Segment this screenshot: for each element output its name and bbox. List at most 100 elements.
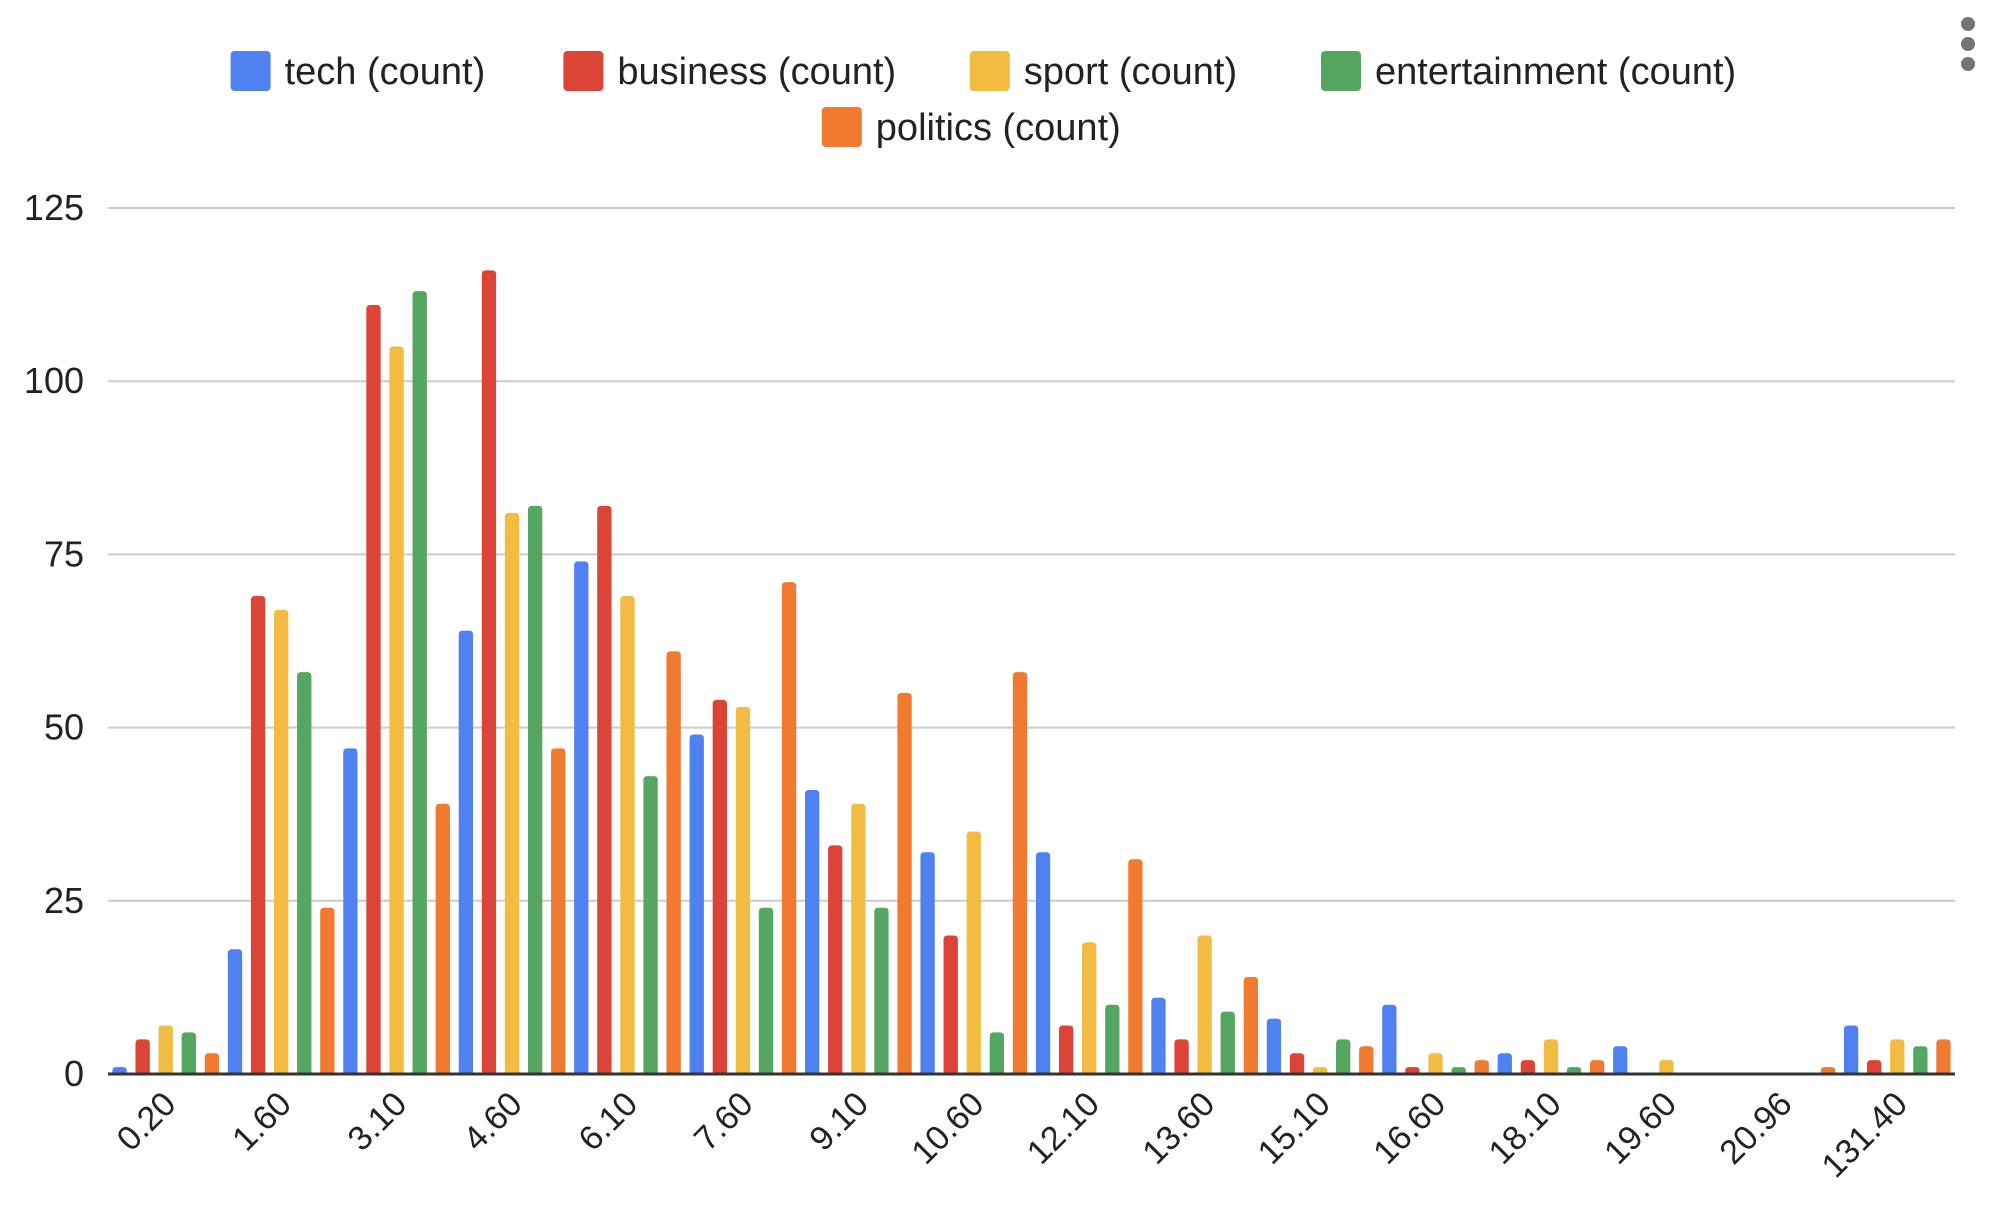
bar-politics-count-1 [320,907,335,1074]
x-tick-label: 1.60 [225,1085,299,1159]
legend-label: sport (count) [1024,51,1237,93]
bar-business-count-12 [1520,1060,1536,1074]
x-tick-label: 19.60 [1597,1085,1684,1172]
bar-sport-count-13 [1659,1060,1674,1074]
bar-entertainment-count-11 [1451,1067,1466,1074]
bar-politics-count-9 [1243,977,1258,1074]
bar-tech-count-13 [1613,1046,1628,1074]
x-tick-label: 12.10 [1020,1085,1107,1172]
bar-politics-count-8 [1128,859,1143,1074]
bar-tech-count-0 [112,1067,127,1074]
y-axis: 0 25 50 75 100 125 [24,187,84,1094]
bar-sport-count-11 [1428,1053,1443,1074]
menu-dot [1961,57,1975,71]
legend-swatch [230,51,271,91]
bar-business-count-2 [366,304,381,1074]
y-tick-label: 50 [44,707,84,748]
bar-business-count-7 [943,935,958,1074]
x-axis: 0.20 1.60 3.10 4.60 6.10 7.60 9.10 10.60 12.10 13… [108,1072,1955,1185]
y-tick-label: 100 [24,360,84,401]
bar-sport-count-8 [1082,942,1097,1074]
legend-swatch [969,51,1010,91]
menu-dot [1961,37,1975,51]
x-tick-label: 10.60 [904,1085,991,1172]
bar-tech-count-8 [1035,852,1051,1074]
bar-politics-count-11 [1474,1060,1489,1074]
y-tick-label: 0 [64,1053,84,1094]
legend-label: business (count) [617,51,896,93]
grid [108,207,1955,902]
bar-business-count-0 [135,1039,150,1074]
bar-entertainment-count-10 [1336,1039,1351,1074]
bar-entertainment-count-1 [297,672,312,1074]
bar-tech-count-4 [574,561,589,1074]
bar-entertainment-count-4 [643,776,658,1074]
x-tick-label: 9.10 [802,1085,876,1159]
y-tick-label: 125 [24,187,84,228]
x-tick-label: 13.60 [1135,1085,1222,1172]
x-tick-label: 3.10 [341,1085,415,1159]
bar-business-count-1 [250,595,266,1074]
bar-tech-count-6 [805,789,820,1074]
legend-label: entertainment (count) [1375,51,1736,93]
bar-sport-count-12 [1543,1039,1559,1074]
bar-tech-count-5 [689,734,704,1074]
legend-swatch [821,107,862,147]
bar-sport-count-0 [158,1025,173,1074]
bar-sport-count-7 [966,831,981,1074]
y-tick-label: 25 [44,880,84,921]
legend-swatch [563,51,604,91]
bar-entertainment-count-12 [1566,1067,1582,1074]
bar-politics-count-6 [897,692,912,1074]
menu-dot [1961,17,1975,31]
legend-item[interactable]: business (count) [563,51,896,93]
x-tick-label: 15.10 [1251,1085,1338,1172]
legend-label: politics (count) [876,107,1121,149]
bar-business-count-4 [597,505,612,1074]
bar-tech-count-11 [1382,1004,1397,1074]
more-options-icon[interactable] [1961,17,1975,71]
bar-entertainment-count-9 [1220,1011,1235,1074]
legend-item[interactable]: sport (count) [969,51,1237,93]
bar-politics-count-2 [435,803,450,1074]
bar-business-count-9 [1174,1039,1189,1074]
bar-politics-count-10 [1359,1046,1374,1074]
legend-item[interactable]: tech (count) [230,51,486,93]
bar-politics-count-0 [204,1053,220,1074]
bar-sport-count-10 [1312,1067,1328,1074]
bar-entertainment-count-2 [412,291,427,1074]
bar-tech-count-3 [458,630,474,1074]
bar-entertainment-count-6 [874,907,889,1074]
bar-sport-count-6 [851,803,866,1074]
bar-entertainment-count-5 [758,907,774,1074]
legend: tech (count) business (count) sport (count… [230,51,1736,149]
bar-business-count-6 [828,845,843,1074]
x-tick-label: 131.40 [1815,1085,1915,1185]
legend-item[interactable]: politics (count) [821,107,1121,149]
bar-business-count-5 [712,699,727,1074]
bar-tech-count-1 [227,949,243,1074]
bar-politics-count-4 [666,651,681,1074]
y-tick-label: 75 [44,533,84,574]
bar-business-count-15 [1867,1060,1882,1074]
x-tick-label: 0.20 [110,1085,184,1159]
legend-item[interactable]: entertainment (count) [1321,51,1736,93]
x-tick-label: 7.60 [687,1085,761,1159]
bar-sport-count-2 [389,346,404,1074]
x-tick-label: 20.96 [1712,1085,1799,1172]
bar-sport-count-1 [273,609,289,1074]
bar-politics-count-15 [1936,1039,1951,1074]
bar-sport-count-15 [1890,1039,1905,1074]
bar-business-count-11 [1405,1067,1420,1074]
bar-sport-count-5 [735,706,751,1074]
x-tick-label: 16.60 [1366,1085,1453,1172]
bar-sport-count-3 [504,512,520,1074]
legend-swatch [1321,51,1361,91]
x-tick-label: 6.10 [571,1085,645,1159]
bar-entertainment-count-7 [989,1032,1005,1074]
bar-politics-count-14 [1820,1067,1836,1074]
x-tick-label: 18.10 [1482,1085,1569,1172]
bar-politics-count-3 [551,748,566,1074]
